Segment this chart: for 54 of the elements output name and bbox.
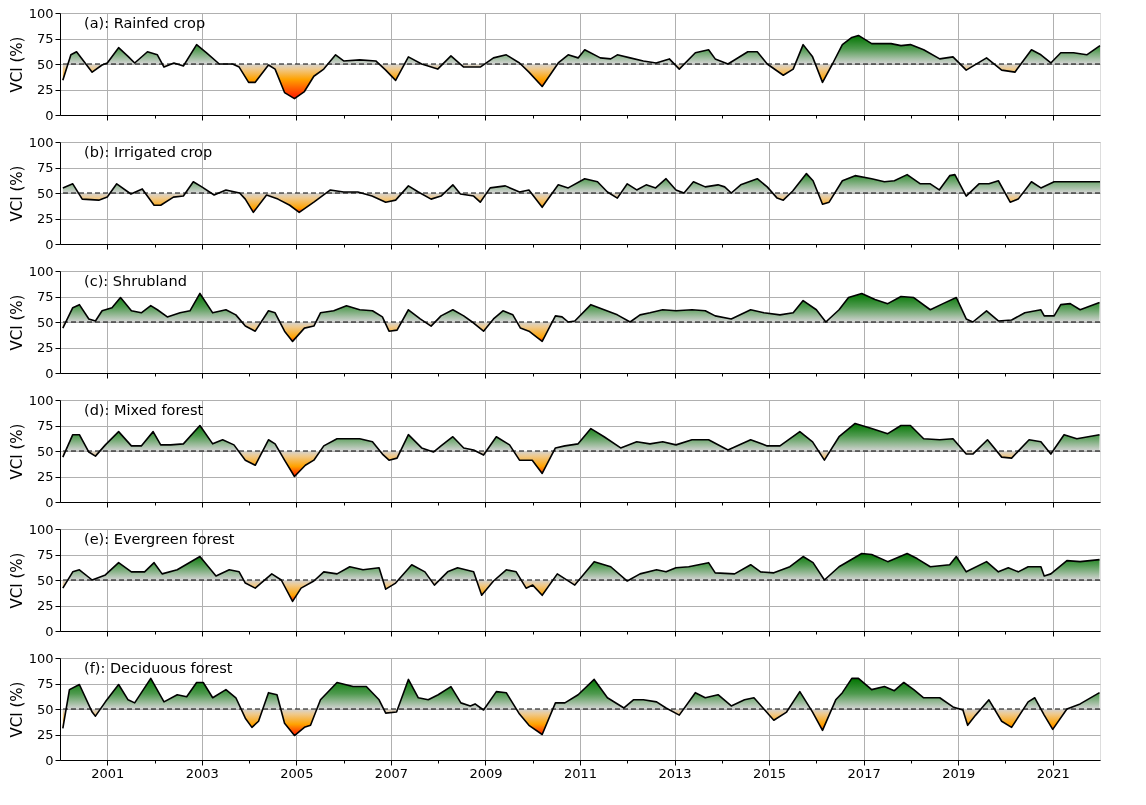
- line-series: [62, 172, 1101, 214]
- x-tick-label: 2001: [91, 765, 125, 781]
- y-tick-label: 75: [36, 418, 54, 433]
- y-axis-title: VCI (%): [7, 294, 26, 351]
- y-tick-label: 25: [36, 211, 54, 226]
- x-tick-label: 2021: [1036, 765, 1070, 781]
- x-tick-label: 2009: [469, 765, 503, 781]
- y-tick-label: 75: [36, 160, 54, 175]
- chart-title: (a): Rainfed crop: [84, 15, 206, 31]
- y-tick-label: 50: [36, 443, 54, 459]
- y-tick-label: 100: [28, 263, 54, 279]
- y-tick-label: 0: [45, 494, 54, 510]
- y-tick-label: 100: [28, 392, 54, 408]
- x-tick-label: 2013: [658, 765, 692, 781]
- y-tick-label: 75: [36, 547, 54, 562]
- x-tick-label: 2005: [280, 765, 314, 781]
- y-tick-label: 0: [45, 752, 54, 768]
- y-axis-title: VCI (%): [7, 681, 26, 738]
- x-tick-label: 2019: [942, 765, 976, 781]
- x-tick-label: 2011: [563, 765, 598, 781]
- y-axis-title: VCI (%): [7, 423, 26, 480]
- y-tick-label: 25: [36, 598, 54, 613]
- y-axis-title: VCI (%): [7, 552, 26, 609]
- y-tick-label: 75: [36, 31, 54, 46]
- y-tick-label: 50: [36, 572, 54, 588]
- y-tick-label: 50: [36, 314, 54, 330]
- chart-title: (e): Evergreen forest: [84, 531, 235, 547]
- y-tick-label: 0: [45, 623, 54, 639]
- y-tick-label: 75: [36, 676, 54, 691]
- y-tick-label: 0: [45, 236, 54, 252]
- y-tick-label: 50: [36, 56, 54, 72]
- chart-title: (c): Shrubland: [84, 273, 187, 289]
- y-axis-title: VCI (%): [7, 165, 26, 222]
- y-tick-label: 25: [36, 727, 54, 742]
- y-tick-label: 0: [45, 365, 54, 381]
- x-tick-label: 2017: [847, 765, 881, 781]
- y-tick-label: 25: [36, 469, 54, 484]
- y-tick-label: 0: [45, 107, 54, 123]
- x-tick-label: 2003: [185, 765, 219, 781]
- y-axis-title: VCI (%): [7, 36, 26, 93]
- x-tick-label: 2007: [374, 765, 408, 781]
- y-tick-label: 50: [36, 185, 54, 201]
- chart-title: (b): Irrigated crop: [84, 144, 213, 160]
- x-tick-label: 2015: [753, 765, 787, 781]
- y-tick-label: 100: [28, 134, 54, 150]
- y-tick-label: 100: [28, 5, 54, 21]
- y-tick-label: 100: [28, 650, 54, 666]
- y-tick-label: 25: [36, 340, 54, 355]
- y-tick-label: 100: [28, 521, 54, 537]
- chart-title: (d): Mixed forest: [84, 402, 204, 418]
- chart-title: (f): Deciduous forest: [84, 660, 233, 676]
- y-tick-label: 50: [36, 701, 54, 717]
- y-tick-label: 75: [36, 289, 54, 304]
- y-tick-label: 25: [36, 82, 54, 97]
